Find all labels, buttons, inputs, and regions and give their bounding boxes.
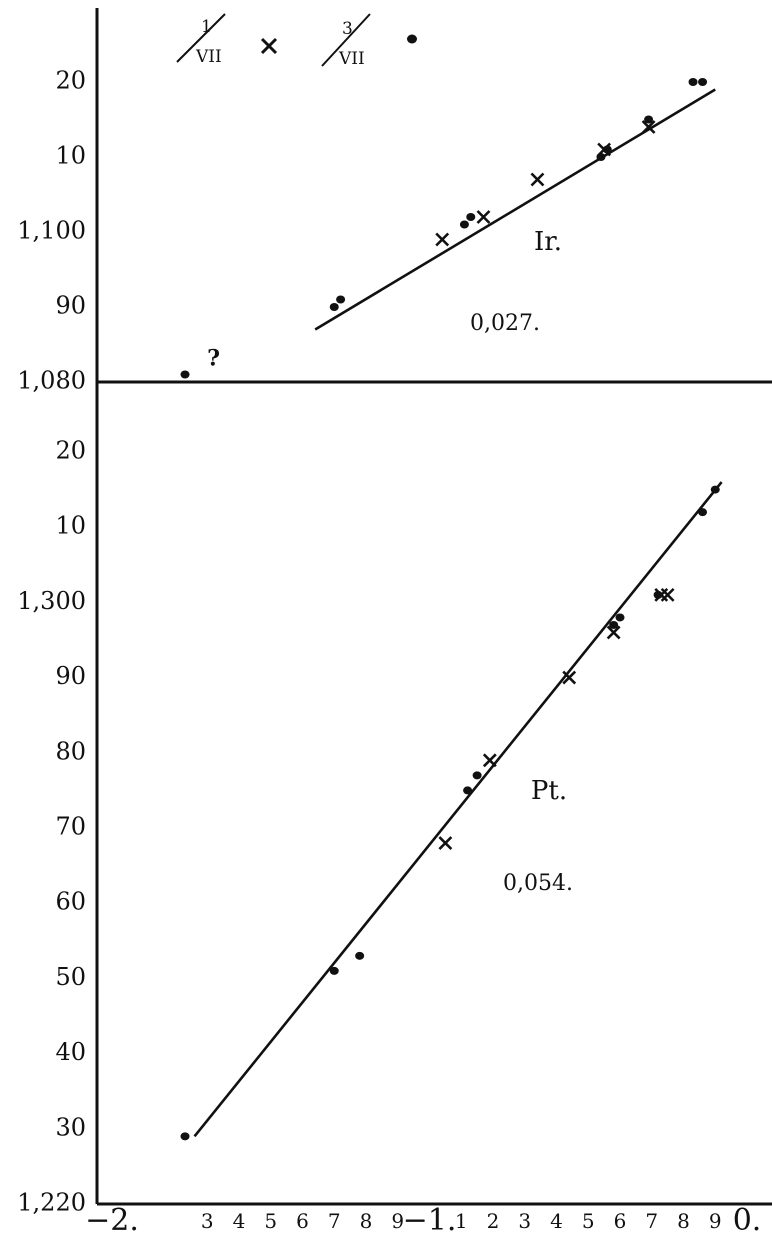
- upper-ytick-label-2: 1,100: [17, 217, 86, 245]
- xtick-label-5: 7: [328, 1209, 341, 1233]
- xtick-label-3: 5: [264, 1209, 277, 1233]
- legend-entry-2-bottom: VII: [338, 49, 365, 69]
- xtick-label-17: 9: [709, 1209, 722, 1233]
- xtick-label-16: 8: [677, 1209, 690, 1233]
- xtick-label-2: 4: [233, 1209, 246, 1233]
- legend-entry-1-top: 1: [201, 17, 212, 37]
- upper-point-dot-7: [644, 115, 654, 124]
- lower-point-dot-5: [609, 620, 619, 629]
- lower-point-dot-8: [698, 508, 708, 517]
- lower-point-dot-6: [615, 613, 625, 622]
- xtick-label-1: 3: [201, 1209, 214, 1233]
- lower-fit-line-group: [193, 481, 723, 1138]
- legend: 1 VII 3 VII: [176, 13, 417, 69]
- xtick-label-15: 7: [645, 1209, 658, 1233]
- lower-ytick-label-1: 30: [55, 1113, 86, 1141]
- legend-entry-1-bottom: VII: [195, 47, 222, 67]
- upper-point-dot-1: [329, 303, 339, 311]
- upper-panel-coefficient: 0,027.: [470, 311, 540, 336]
- lower-point-cross-0: [438, 836, 453, 850]
- lower-ytick-label-8: 1,300: [17, 587, 86, 615]
- lower-point-dot-2: [355, 951, 365, 960]
- lower-point-cross-3: [606, 625, 621, 640]
- xtick-label-10: 2: [487, 1209, 500, 1233]
- legend-entry-2-top: 3: [342, 19, 353, 39]
- upper-point-cross-0: [435, 232, 450, 247]
- xtick-label-7: 9: [391, 1209, 404, 1233]
- upper-ytick-label-4: 20: [55, 67, 86, 95]
- lower-point-dot-3: [463, 786, 473, 795]
- legend-cross-marker: [260, 37, 278, 55]
- upper-point-dot-4: [466, 213, 476, 221]
- xtick-label-4: 6: [296, 1209, 309, 1233]
- xtick-label-13: 5: [582, 1209, 595, 1233]
- lower-point-dot-9: [710, 485, 720, 494]
- upper-point-cross-4: [641, 120, 656, 134]
- lower-ytick-labels: 1,220 30 40 50 60 70 80 90 1,300 10 20: [17, 437, 86, 1217]
- upper-point-cross-1: [476, 210, 491, 224]
- lower-ytick-label-4: 60: [55, 888, 86, 916]
- upper-fit-line-group: [314, 88, 716, 331]
- lower-point-cross-5: [660, 587, 675, 602]
- upper-point-dot-8: [688, 78, 698, 86]
- lower-panel-coefficient: 0,054.: [503, 871, 573, 896]
- upper-point-question-0: ?: [207, 346, 220, 372]
- lower-panel-label: Pt.: [531, 776, 567, 806]
- upper-ytick-label-0: 1,080: [17, 367, 86, 395]
- xtick-label-0: −2.: [85, 1203, 139, 1238]
- upper-point-dot-5: [596, 153, 606, 161]
- lower-fit-line: [193, 481, 723, 1138]
- lower-ytick-label-2: 40: [55, 1038, 86, 1066]
- lower-ytick-label-3: 50: [55, 963, 86, 991]
- xtick-label-14: 6: [614, 1209, 627, 1233]
- upper-points: ?: [180, 78, 708, 379]
- lower-ytick-label-9: 10: [55, 512, 86, 540]
- xtick-label-9: 1: [455, 1209, 468, 1233]
- lower-ytick-label-5: 70: [55, 813, 86, 841]
- lower-ytick-label-6: 80: [55, 737, 86, 765]
- lower-point-dot-0: [180, 1132, 190, 1141]
- xtick-label-18: 0.: [733, 1203, 762, 1238]
- lower-point-cross-2: [562, 670, 577, 685]
- lower-points: [180, 485, 720, 1141]
- xtick-label-6: 8: [360, 1209, 373, 1233]
- lower-point-dot-4: [472, 771, 482, 780]
- upper-fit-line: [314, 88, 716, 331]
- legend-entry-1: 1 VII: [176, 13, 278, 67]
- upper-ytick-label-3: 10: [55, 142, 86, 170]
- xtick-label-12: 4: [550, 1209, 563, 1233]
- upper-point-dot-3: [459, 220, 469, 229]
- upper-point-dot-0: [180, 370, 190, 379]
- lower-point-cross-1: [482, 753, 497, 768]
- lower-point-dot-7: [653, 590, 663, 599]
- upper-point-dot-6: [602, 145, 612, 154]
- xtick-label-11: 3: [518, 1209, 531, 1233]
- upper-point-dot-9: [698, 78, 708, 86]
- lower-point-dot-1: [329, 966, 339, 975]
- upper-point-cross-2: [530, 172, 545, 187]
- lower-ytick-label-0: 1,220: [17, 1189, 86, 1217]
- legend-dot-marker: [407, 34, 417, 44]
- upper-ytick-label-1: 90: [55, 292, 86, 320]
- lower-ytick-label-7: 90: [55, 662, 86, 690]
- xtick-label-8: −1.: [403, 1203, 457, 1238]
- lower-ytick-label-10: 20: [55, 437, 86, 465]
- legend-entry-2: 3 VII: [321, 13, 417, 69]
- upper-panel-label: Ir.: [534, 227, 562, 257]
- upper-ytick-labels: 1,080 90 1,100 10 20: [17, 67, 86, 395]
- upper-point-dot-2: [336, 295, 346, 304]
- xtick-labels: −2. 3 4 5 6 7 8 9−1.1 2 3 4 5 6 7 8 9 0.: [85, 1203, 761, 1238]
